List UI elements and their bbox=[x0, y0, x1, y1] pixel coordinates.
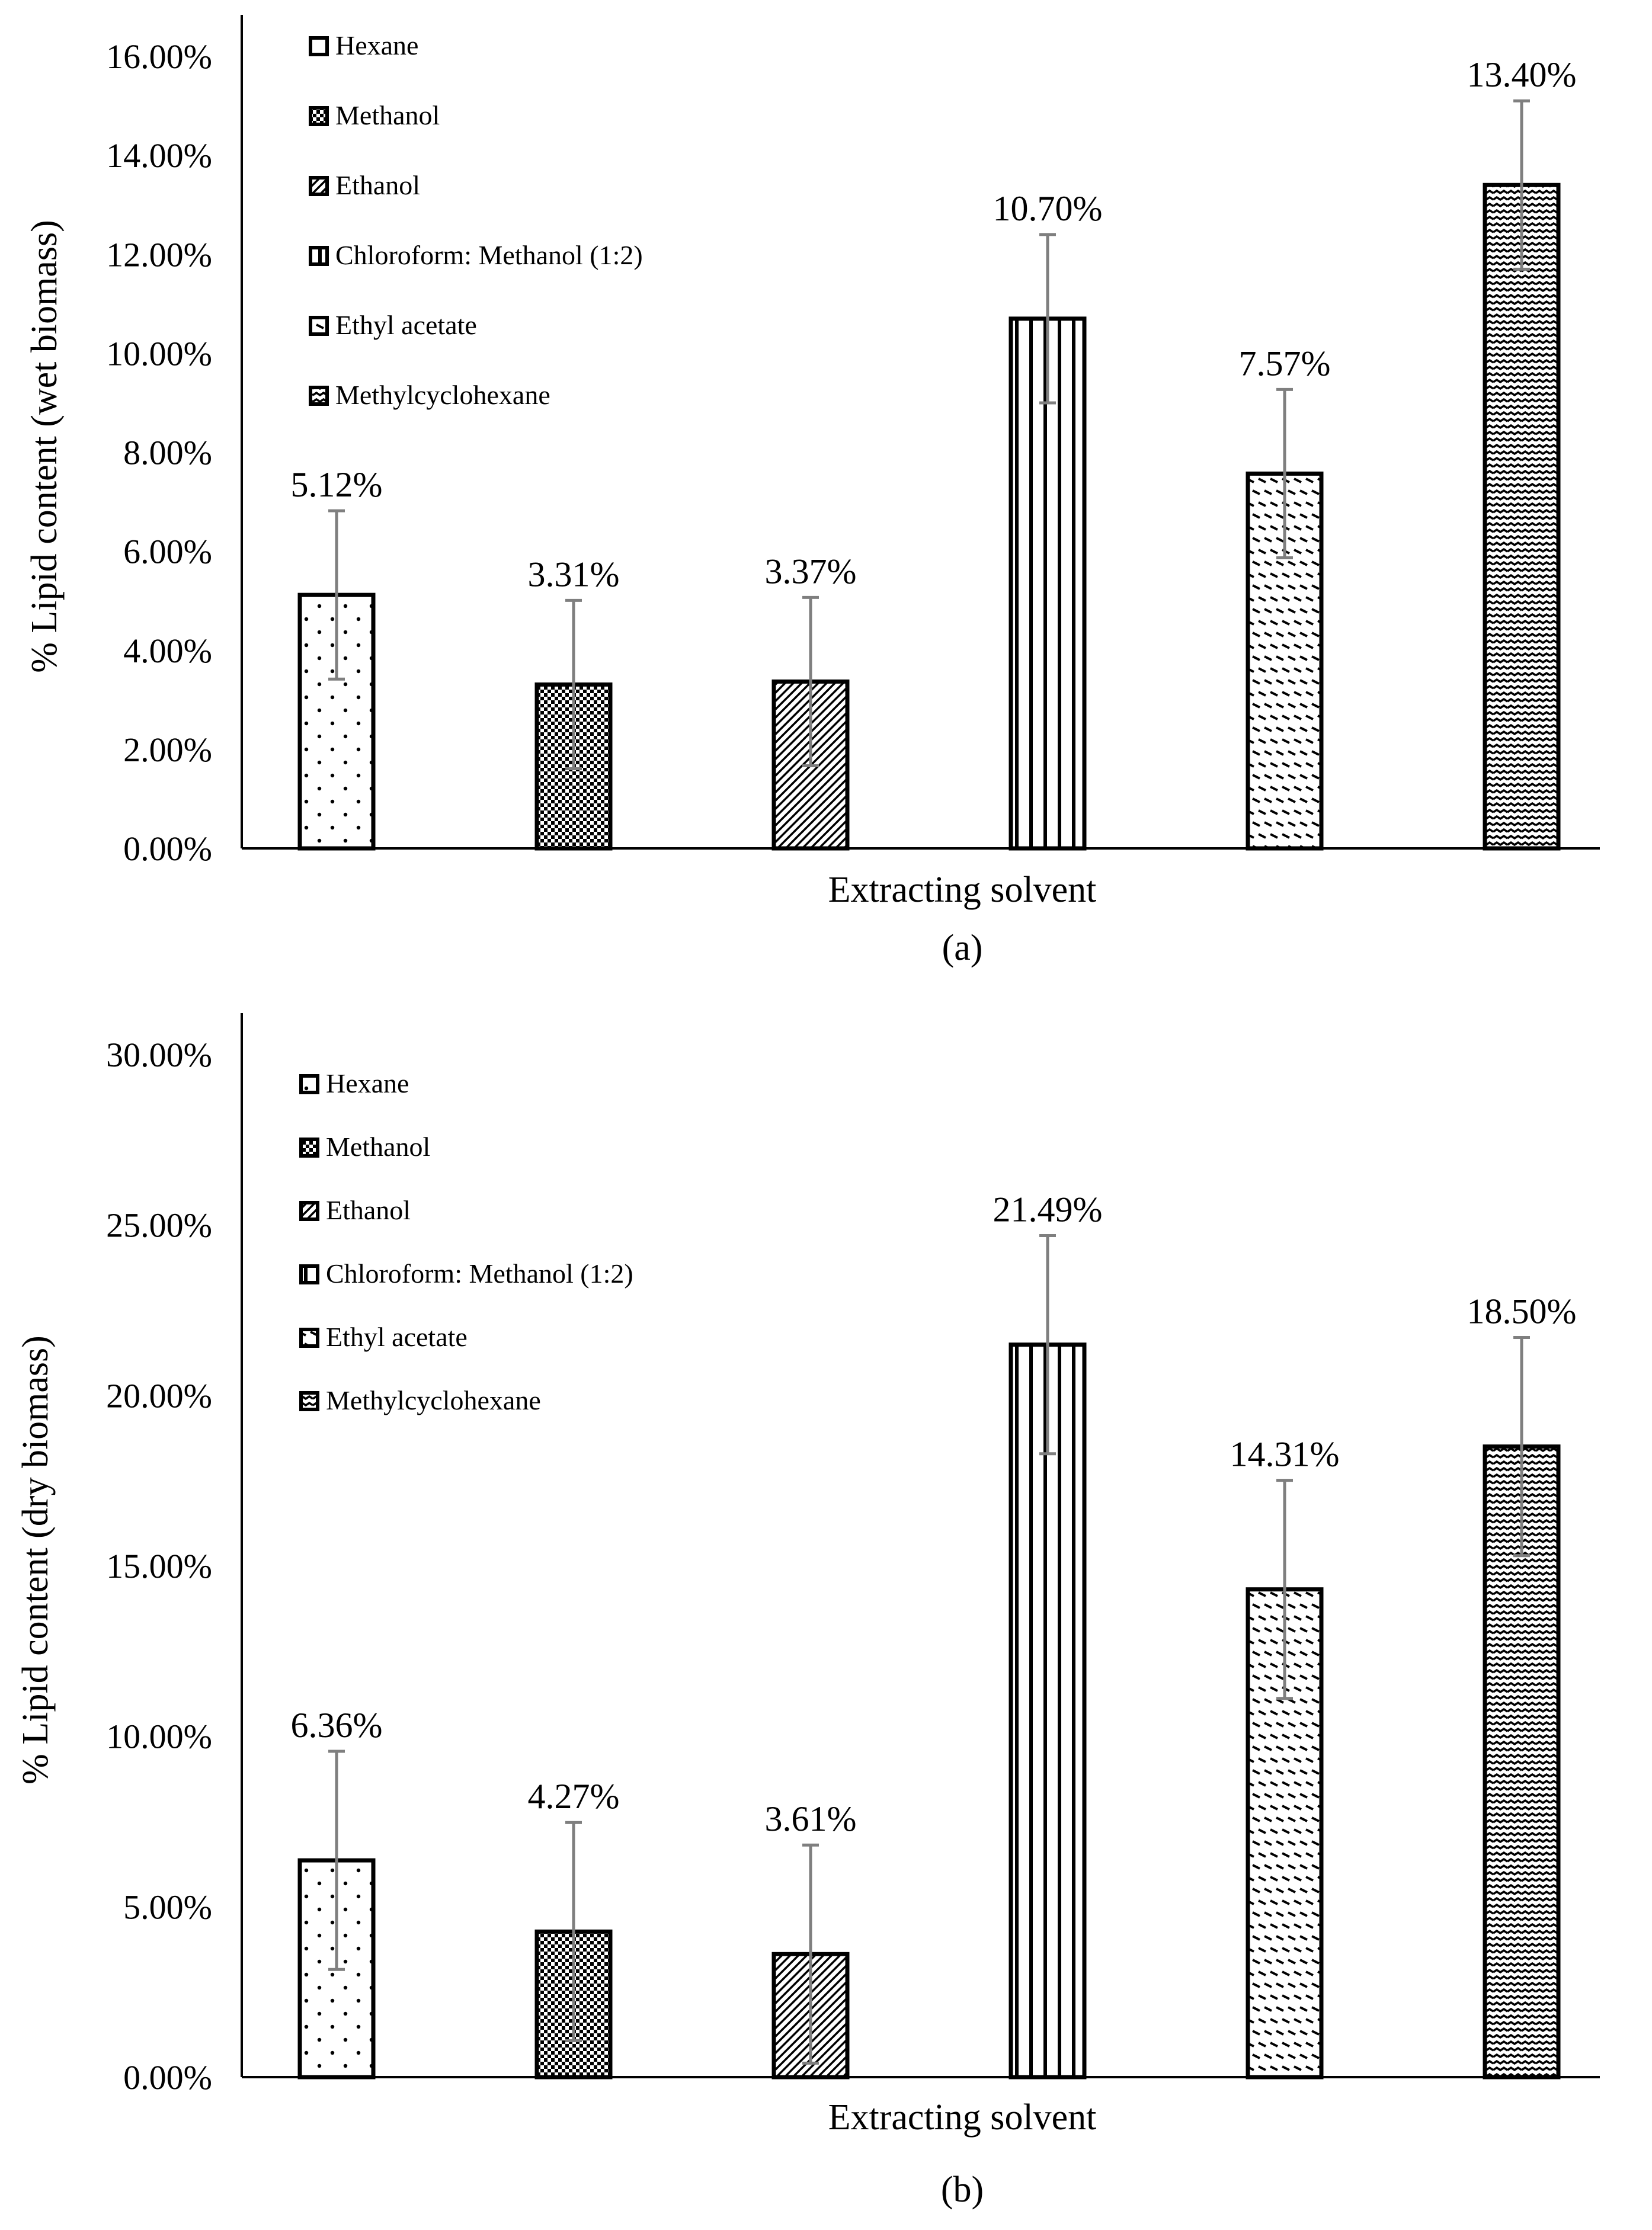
chart-panel-a: 0.00% 2.00% 4.00% 6.00% 8.00% 10.00% 12.00% 14.… bbox=[24, 15, 1600, 968]
error-bar bbox=[1039, 1234, 1056, 1456]
error-bar bbox=[328, 1750, 345, 1971]
error-bar bbox=[1513, 1336, 1530, 1558]
legend-label: Methylcyclohexane bbox=[335, 380, 550, 410]
y-tick-label: 0.00% bbox=[123, 829, 212, 868]
legend-label: Chloroform: Methanol (1:2) bbox=[335, 240, 643, 270]
legend-label: Methanol bbox=[335, 100, 440, 130]
legend-label: Ethyl acetate bbox=[335, 310, 477, 340]
legend-swatch bbox=[309, 316, 329, 336]
legend-item: Methylcyclohexane bbox=[309, 380, 550, 410]
error-bar bbox=[802, 1843, 819, 2065]
y-tick-label: 14.00% bbox=[106, 136, 212, 175]
legend-item: Hexane bbox=[309, 30, 418, 60]
y-axis-title: % Lipid content (wet biomass) bbox=[24, 220, 65, 673]
legend-item: Methanol bbox=[299, 1132, 430, 1162]
data-label: 13.40% bbox=[1467, 55, 1577, 94]
data-label: 18.50% bbox=[1467, 1292, 1577, 1331]
error-bar bbox=[1276, 387, 1293, 559]
bar-methylcyclohexane bbox=[1483, 182, 1561, 851]
legend-label: Ethanol bbox=[335, 170, 420, 200]
y-tick-label: 6.00% bbox=[123, 533, 212, 571]
legend-item: Chloroform: Methanol (1:2) bbox=[299, 1258, 633, 1289]
legend-item: Chloroform: Methanol (1:2) bbox=[309, 240, 643, 270]
legend-swatch bbox=[309, 106, 329, 126]
panel-caption: (b) bbox=[941, 2170, 984, 2210]
y-tick-label: 4.00% bbox=[123, 632, 212, 670]
y-axis-title: % Lipid content (dry biomass) bbox=[15, 1335, 56, 1784]
legend-label: Methylcyclohexane bbox=[326, 1385, 541, 1415]
legend-label: Chloroform: Methanol (1:2) bbox=[326, 1258, 633, 1289]
legend-item: Ethanol bbox=[309, 170, 420, 200]
data-label: 4.27% bbox=[528, 1777, 620, 1816]
y-tick-label: 0.00% bbox=[123, 2058, 212, 2097]
y-tick-label: 5.00% bbox=[123, 1888, 212, 1926]
data-label: 3.37% bbox=[765, 552, 857, 591]
error-bar bbox=[1039, 233, 1056, 405]
chart-panel-b: 0.00% 5.00% 10.00% 15.00% 20.00% 25.00% 30.00%… bbox=[15, 1013, 1600, 2210]
legend-swatch bbox=[309, 246, 329, 266]
data-label: 7.57% bbox=[1239, 344, 1331, 383]
legend-swatch bbox=[299, 1074, 319, 1094]
legend-label: Ethyl acetate bbox=[326, 1322, 468, 1352]
panel-caption: (a) bbox=[942, 928, 983, 968]
error-bar bbox=[565, 1821, 582, 2042]
data-label: 3.31% bbox=[528, 555, 620, 594]
data-label: 10.70% bbox=[993, 189, 1103, 228]
y-tick-label: 16.00% bbox=[106, 37, 212, 76]
y-tick-label: 30.00% bbox=[106, 1036, 212, 1074]
legend-item: Hexane bbox=[299, 1068, 409, 1098]
data-label: 5.12% bbox=[291, 465, 383, 504]
legend-item: Ethyl acetate bbox=[309, 310, 477, 340]
bar-chloroform-methanol-1-2- bbox=[1009, 316, 1087, 851]
x-axis-title: Extracting solvent bbox=[828, 870, 1097, 910]
error-bar bbox=[802, 595, 819, 767]
error-bar bbox=[1276, 1479, 1293, 1700]
data-label: 6.36% bbox=[291, 1706, 383, 1745]
error-bar bbox=[328, 509, 345, 681]
legend-swatch bbox=[299, 1138, 319, 1158]
legend-item: Ethanol bbox=[299, 1195, 411, 1225]
legend-swatch bbox=[309, 176, 329, 196]
error-bar bbox=[565, 598, 582, 770]
data-label: 21.49% bbox=[993, 1190, 1103, 1229]
y-tick-label: 10.00% bbox=[106, 1718, 212, 1756]
y-tick-label: 15.00% bbox=[106, 1547, 212, 1585]
legend-label: Ethanol bbox=[326, 1195, 411, 1225]
legend-swatch bbox=[299, 1391, 319, 1411]
x-axis-title: Extracting solvent bbox=[828, 2097, 1097, 2138]
error-bar bbox=[1513, 99, 1530, 271]
y-tick-label: 2.00% bbox=[123, 730, 212, 769]
legend-label: Hexane bbox=[335, 30, 418, 60]
y-tick-label: 25.00% bbox=[106, 1206, 212, 1245]
legend-swatch bbox=[309, 36, 329, 56]
bar-chloroform-methanol-1-2- bbox=[1009, 1343, 1087, 2080]
legend-swatch bbox=[309, 386, 329, 406]
legend-swatch bbox=[299, 1328, 319, 1348]
legend-item: Ethyl acetate bbox=[299, 1322, 468, 1352]
data-label: 14.31% bbox=[1230, 1435, 1340, 1474]
y-tick-label: 8.00% bbox=[123, 434, 212, 472]
y-tick-label: 20.00% bbox=[106, 1376, 212, 1415]
legend-item: Methanol bbox=[309, 100, 440, 130]
legend-label: Methanol bbox=[326, 1132, 430, 1162]
data-label: 3.61% bbox=[765, 1799, 857, 1838]
y-tick-label: 10.00% bbox=[106, 334, 212, 373]
legend-swatch bbox=[299, 1264, 319, 1284]
legend-label: Hexane bbox=[326, 1068, 409, 1098]
legend-item: Methylcyclohexane bbox=[299, 1385, 541, 1415]
legend-swatch bbox=[299, 1201, 319, 1221]
y-tick-label: 12.00% bbox=[106, 235, 212, 274]
